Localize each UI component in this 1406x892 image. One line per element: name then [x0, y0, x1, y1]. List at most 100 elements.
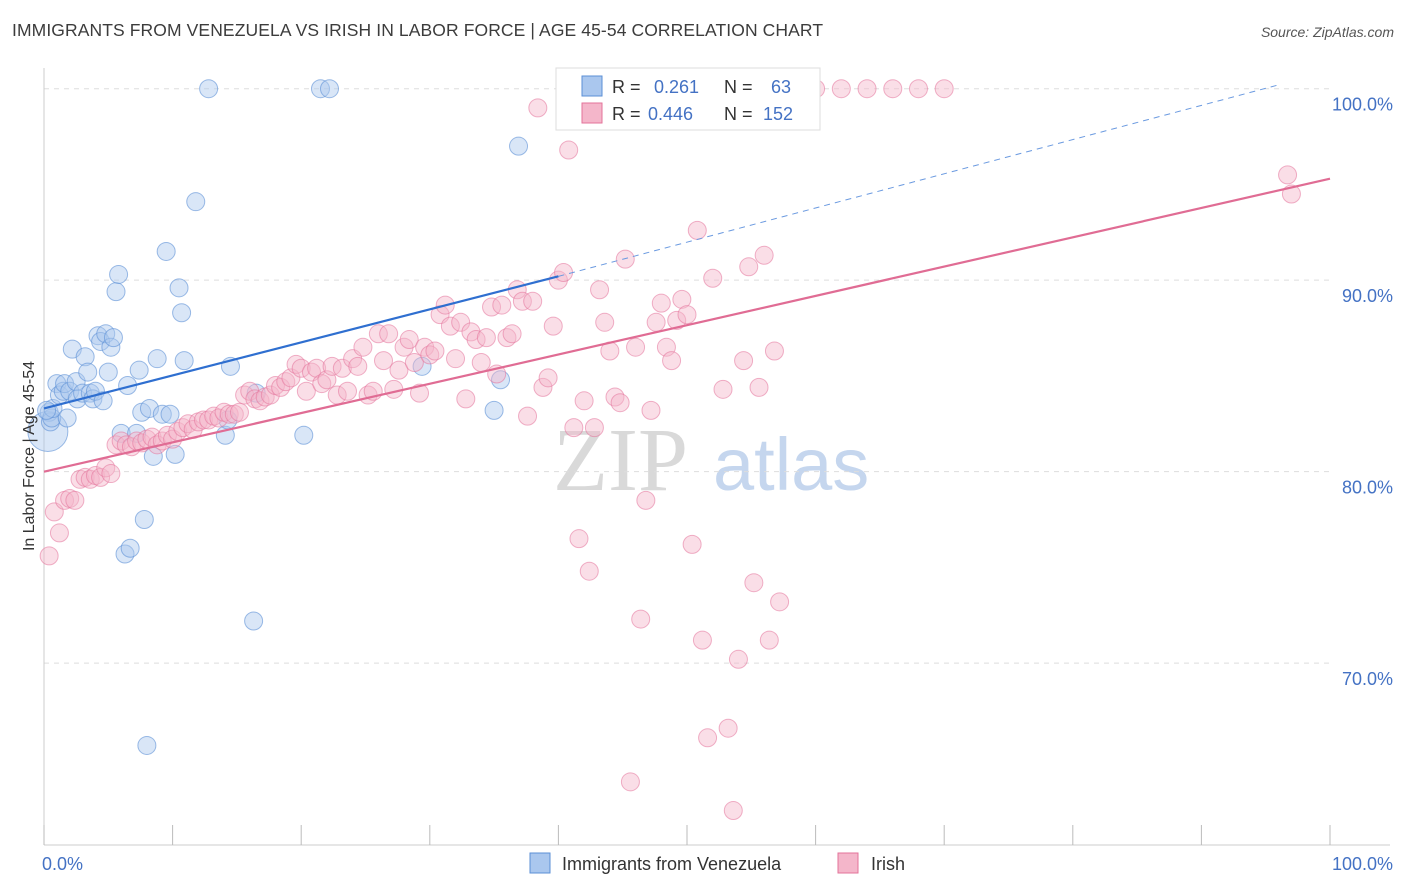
irish-point — [332, 358, 352, 378]
irish-point — [379, 324, 399, 344]
irish-point — [764, 341, 784, 361]
venezuela-point — [57, 408, 77, 428]
irish-point — [425, 341, 445, 361]
irish-point — [471, 353, 491, 373]
bottom-legend: Immigrants from Venezuela Irish — [529, 852, 905, 874]
irish-point — [384, 379, 404, 399]
irish-point — [590, 280, 610, 300]
chart-title: IMMIGRANTS FROM VENEZUELA VS IRISH IN LA… — [12, 20, 824, 40]
stats-swatch-venezuela — [581, 75, 603, 97]
irish-point — [543, 316, 563, 336]
irish-point — [641, 400, 661, 420]
irish-point — [667, 310, 687, 330]
irish-point — [605, 387, 625, 407]
irish-point — [410, 383, 430, 403]
irish-point — [554, 263, 574, 283]
gridlines: 70.0% 80.0% 90.0% 100.0% — [44, 88, 1393, 689]
venezuela-point — [75, 347, 95, 367]
venezuela-point — [120, 538, 140, 558]
irish-point — [96, 458, 116, 478]
irish-point — [934, 79, 954, 99]
irish-point — [49, 523, 69, 543]
venezuela-trend-extension — [558, 84, 1279, 277]
venezuela-point — [37, 400, 57, 420]
irish-point — [512, 291, 532, 311]
venezuela-point — [93, 391, 113, 411]
irish-point — [502, 324, 522, 344]
venezuela-trend-line — [43, 275, 559, 410]
venezuela-point — [139, 398, 159, 418]
irish-point — [404, 353, 424, 373]
irish-point — [271, 377, 291, 397]
venezuela-point — [491, 370, 511, 390]
irish-point — [692, 630, 712, 650]
irish-point — [106, 435, 126, 455]
stats-r-label-venezuela: R = — [612, 77, 641, 97]
legend-swatch-irish — [837, 852, 859, 874]
stats-n-value-venezuela: 63 — [771, 77, 791, 97]
venezuela-point — [169, 278, 189, 298]
irish-point — [291, 358, 311, 378]
legend-swatch-venezuela — [529, 852, 551, 874]
irish-point — [569, 529, 589, 549]
venezuela-point — [78, 362, 98, 382]
irish-point — [713, 379, 733, 399]
venezuela-point — [106, 282, 126, 302]
irish-point — [111, 431, 131, 451]
irish-point — [677, 305, 697, 325]
watermark: ZIP atlas — [553, 411, 869, 510]
venezuela-point — [27, 410, 69, 452]
legend-label-venezuela: Immigrants from Venezuela — [562, 854, 782, 874]
irish-point — [682, 534, 702, 554]
irish-point — [723, 801, 743, 821]
stats-n-value-irish: 152 — [763, 104, 793, 124]
irish-point — [538, 368, 558, 388]
irish-point — [626, 337, 646, 357]
venezuela-point — [129, 360, 149, 380]
irish-point — [312, 374, 332, 394]
venezuela-point — [152, 404, 172, 424]
x-tick-label-left: 0.0% — [42, 854, 83, 874]
irish-point — [734, 351, 754, 371]
irish-point — [451, 312, 471, 332]
irish-point — [610, 393, 630, 413]
venezuela-point — [147, 349, 167, 369]
irish-point — [579, 561, 599, 581]
irish-point — [276, 372, 296, 392]
irish-point — [584, 418, 604, 438]
irish-point — [703, 268, 723, 288]
venezuela-point — [115, 544, 135, 564]
venezuela-point — [134, 510, 154, 530]
stats-n-label-irish: N = — [724, 104, 753, 124]
irish-point — [101, 464, 121, 484]
irish-point — [389, 360, 409, 380]
irish-point — [698, 728, 718, 748]
y-tick-label: 80.0% — [1342, 478, 1393, 498]
venezuela-point — [165, 444, 185, 464]
watermark-atlas: atlas — [713, 423, 869, 506]
venezuela-point — [172, 303, 192, 323]
irish-point — [337, 381, 357, 401]
irish-point — [857, 79, 877, 99]
irish-point — [559, 140, 579, 160]
venezuela-point — [174, 351, 194, 371]
irish-point — [523, 291, 543, 311]
irish-point — [250, 391, 270, 411]
legend-label-irish: Irish — [871, 854, 905, 874]
chart-source: Source: ZipAtlas.com — [1260, 24, 1394, 40]
venezuela-point — [199, 79, 219, 99]
irish-point — [497, 328, 517, 348]
venezuela-point — [509, 136, 529, 156]
irish-point — [595, 312, 615, 332]
irish-point — [440, 316, 460, 336]
stats-n-label-venezuela: N = — [724, 77, 753, 97]
irish-point — [353, 337, 373, 357]
irish-point — [492, 295, 512, 315]
irish-point — [620, 772, 640, 792]
venezuela-point — [186, 192, 206, 212]
irish-point — [662, 351, 682, 371]
irish-point — [528, 98, 548, 118]
irish-point — [348, 356, 368, 376]
irish-point — [420, 345, 440, 365]
irish-point — [687, 220, 707, 240]
